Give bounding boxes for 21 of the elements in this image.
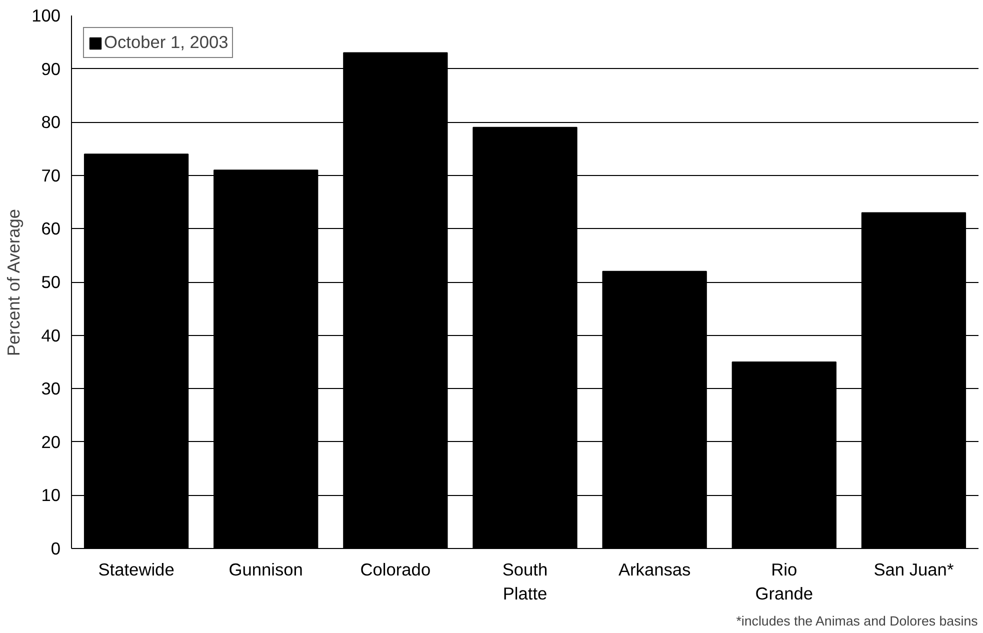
- x-tick-label: South Platte: [502, 560, 548, 604]
- y-tick-label: 40: [41, 325, 61, 346]
- y-tick-label: 100: [32, 6, 61, 26]
- x-tick-label: San Juan*: [874, 560, 954, 580]
- y-tick-label: 90: [41, 58, 61, 79]
- y-tick-label: 80: [41, 112, 61, 132]
- x-tick-label: Statewide: [98, 560, 174, 580]
- text: *includes the Animas and Dolores basins: [736, 614, 978, 628]
- y-tick-label: 0: [50, 538, 61, 558]
- x-tick-label: Rio Grande: [755, 560, 814, 604]
- x-tick-label: Colorado: [360, 560, 431, 580]
- y-tick-label: 30: [41, 378, 61, 399]
- y-tick-label: 70: [41, 165, 61, 186]
- legend-label: October 1, 2003: [104, 32, 228, 53]
- x-tick-label: Gunnison: [228, 560, 303, 580]
- y-tick-label: 50: [41, 272, 61, 292]
- y-axis-title: Percent of Average: [4, 208, 24, 356]
- y-tick-label: 60: [41, 218, 61, 239]
- y-tick-label: 20: [41, 432, 61, 452]
- y-tick-label: 10: [41, 485, 61, 506]
- x-tick-label: Arkansas: [618, 560, 692, 580]
